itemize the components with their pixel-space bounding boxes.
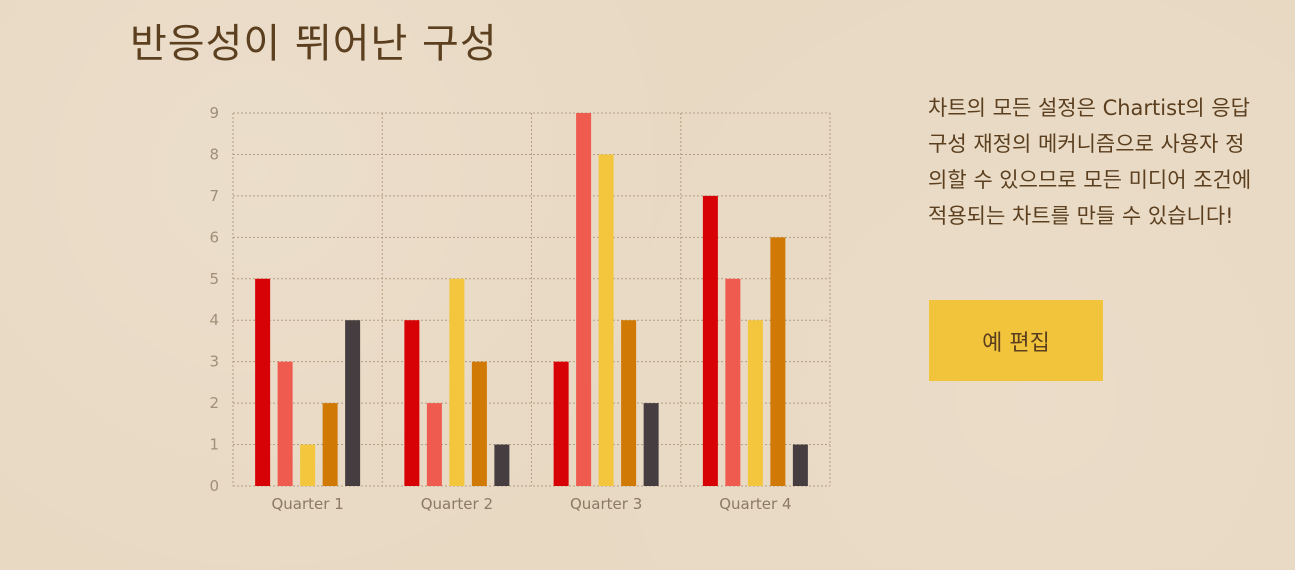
y-tick-label: 9 [209,104,219,122]
bar-series-2-quarter-4 [725,278,741,486]
bar-series-3-quarter-4 [747,320,763,486]
y-tick-label: 8 [209,145,219,163]
bar-series-5-quarter-1 [345,320,361,486]
x-tick-label: Quarter 1 [271,495,343,513]
edit-example-button[interactable]: 예 편집 [929,300,1103,381]
x-axis-labels: Quarter 1 Quarter 2 Quarter 3 Quarter 4 [271,495,791,513]
bar-series-2-quarter-3 [576,113,592,486]
bar-series-3-quarter-3 [598,154,614,486]
bar-series-1-quarter-2 [404,320,420,486]
y-tick-label: 0 [209,477,219,495]
bar-series-2-quarter-2 [426,403,442,486]
chart-bars [255,113,808,486]
y-tick-label: 1 [209,436,219,454]
page-title: 반응성이 뛰어난 구성 [130,21,498,67]
chart-description: 차트의 모든 설정은 Chartist의 응답 구성 재정의 메커니즘으로 사용… [928,96,1252,228]
bar-series-4-quarter-2 [471,361,487,486]
bar-series-5-quarter-2 [494,444,510,486]
bar-series-5-quarter-4 [792,444,808,486]
bar-series-4-quarter-4 [770,237,786,486]
bar-series-1-quarter-4 [702,195,718,486]
y-axis-labels: 0 1 2 3 4 5 6 7 8 9 [209,104,219,495]
bar-series-1-quarter-3 [553,361,569,486]
y-tick-label: 6 [209,228,219,246]
y-tick-label: 4 [209,311,219,329]
bar-series-1-quarter-1 [255,278,271,486]
x-tick-label: Quarter 2 [421,495,493,513]
y-tick-label: 7 [209,187,219,205]
x-tick-label: Quarter 3 [570,495,642,513]
bar-series-4-quarter-1 [322,403,338,486]
y-tick-label: 5 [209,270,219,288]
bar-series-4-quarter-3 [621,320,637,486]
bar-series-2-quarter-1 [277,361,293,486]
bar-series-5-quarter-3 [643,403,659,486]
y-tick-label: 2 [209,394,219,412]
chart-grid [232,112,831,487]
bar-series-3-quarter-1 [300,444,316,486]
x-tick-label: Quarter 4 [719,495,791,513]
y-tick-label: 3 [209,353,219,371]
bar-series-3-quarter-2 [449,278,465,486]
